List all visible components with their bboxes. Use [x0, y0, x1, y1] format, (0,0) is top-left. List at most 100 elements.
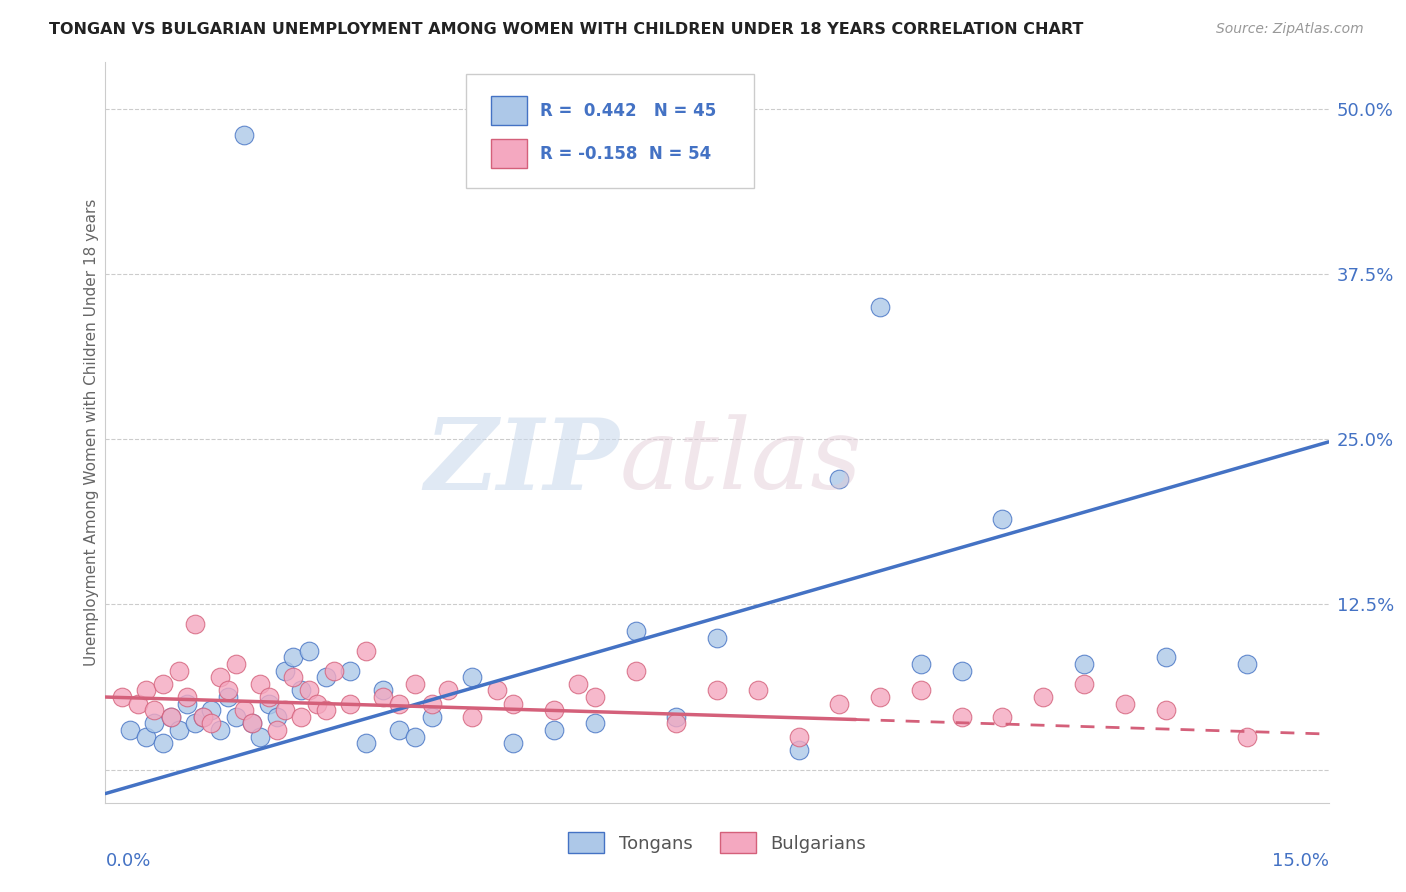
Point [217, 683, 239, 698]
Point [118, 723, 141, 737]
Point [233, 128, 256, 143]
Text: TONGAN VS BULGARIAN UNEMPLOYMENT AMONG WOMEN WITH CHILDREN UNDER 18 YEARS CORREL: TONGAN VS BULGARIAN UNEMPLOYMENT AMONG W… [49, 22, 1084, 37]
Point [233, 703, 256, 717]
Point [485, 683, 508, 698]
Point [624, 624, 647, 638]
Point [217, 690, 239, 704]
Point [583, 716, 606, 731]
Text: Source: ZipAtlas.com: Source: ZipAtlas.com [1216, 22, 1364, 37]
Text: atlas: atlas [619, 415, 862, 510]
Point [339, 664, 361, 678]
Point [281, 650, 304, 665]
Point [208, 670, 231, 684]
Point [266, 723, 288, 737]
Bar [491, 95, 527, 126]
Point [152, 736, 174, 750]
Point [404, 677, 426, 691]
Point [869, 690, 891, 704]
Text: 0.0%: 0.0% [105, 852, 150, 870]
Y-axis label: Unemployment Among Women with Children Under 18 years: Unemployment Among Women with Children U… [84, 199, 98, 666]
Point [274, 664, 297, 678]
Point [143, 703, 166, 717]
Point [787, 730, 810, 744]
Point [249, 730, 271, 744]
Point [225, 657, 247, 671]
Point [665, 716, 688, 731]
Point [1032, 690, 1054, 704]
Text: R = -0.158  N = 54: R = -0.158 N = 54 [540, 145, 711, 162]
Point [706, 631, 728, 645]
Point [240, 716, 263, 731]
Point [991, 511, 1014, 525]
Point [828, 697, 851, 711]
Point [388, 723, 411, 737]
Text: ZIP: ZIP [425, 414, 619, 510]
Point [200, 703, 222, 717]
Point [950, 664, 973, 678]
Point [257, 697, 280, 711]
Point [991, 710, 1014, 724]
Bar [491, 138, 527, 169]
Point [371, 690, 394, 704]
Point [193, 710, 215, 724]
Point [159, 710, 181, 724]
Point [135, 730, 157, 744]
Point [461, 710, 484, 724]
Point [315, 670, 337, 684]
Point [167, 723, 190, 737]
Point [502, 736, 524, 750]
Point [910, 683, 932, 698]
Point [420, 710, 443, 724]
Point [298, 644, 321, 658]
Point [307, 697, 329, 711]
Point [1073, 677, 1095, 691]
Point [290, 683, 312, 698]
Point [184, 617, 207, 632]
Point [356, 644, 378, 658]
Point [298, 683, 321, 698]
Point [322, 664, 344, 678]
Point [143, 716, 166, 731]
Point [225, 710, 247, 724]
Point [543, 703, 565, 717]
Point [1073, 657, 1095, 671]
Point [200, 716, 222, 731]
Point [176, 690, 198, 704]
Point [502, 697, 524, 711]
Point [869, 300, 891, 314]
Point [567, 677, 589, 691]
Point [208, 723, 231, 737]
Point [1236, 730, 1258, 744]
Text: 15.0%: 15.0% [1271, 852, 1329, 870]
Point [461, 670, 484, 684]
Point [388, 697, 411, 711]
Point [1114, 697, 1136, 711]
Point [950, 710, 973, 724]
Point [910, 657, 932, 671]
Point [135, 683, 157, 698]
Point [828, 472, 851, 486]
Point [371, 683, 394, 698]
Point [437, 683, 460, 698]
Point [111, 690, 134, 704]
Text: R =  0.442   N = 45: R = 0.442 N = 45 [540, 102, 716, 120]
FancyBboxPatch shape [467, 73, 754, 188]
Point [176, 697, 198, 711]
Point [193, 710, 215, 724]
Legend: Tongans, Bulgarians: Tongans, Bulgarians [561, 825, 873, 861]
Point [152, 677, 174, 691]
Point [290, 710, 312, 724]
Point [787, 743, 810, 757]
Point [240, 716, 263, 731]
Point [257, 690, 280, 704]
Point [281, 670, 304, 684]
Point [543, 723, 565, 737]
Point [1154, 650, 1177, 665]
Point [274, 703, 297, 717]
Point [249, 677, 271, 691]
Point [315, 703, 337, 717]
Point [747, 683, 769, 698]
Point [404, 730, 426, 744]
Point [127, 697, 149, 711]
Point [167, 664, 190, 678]
